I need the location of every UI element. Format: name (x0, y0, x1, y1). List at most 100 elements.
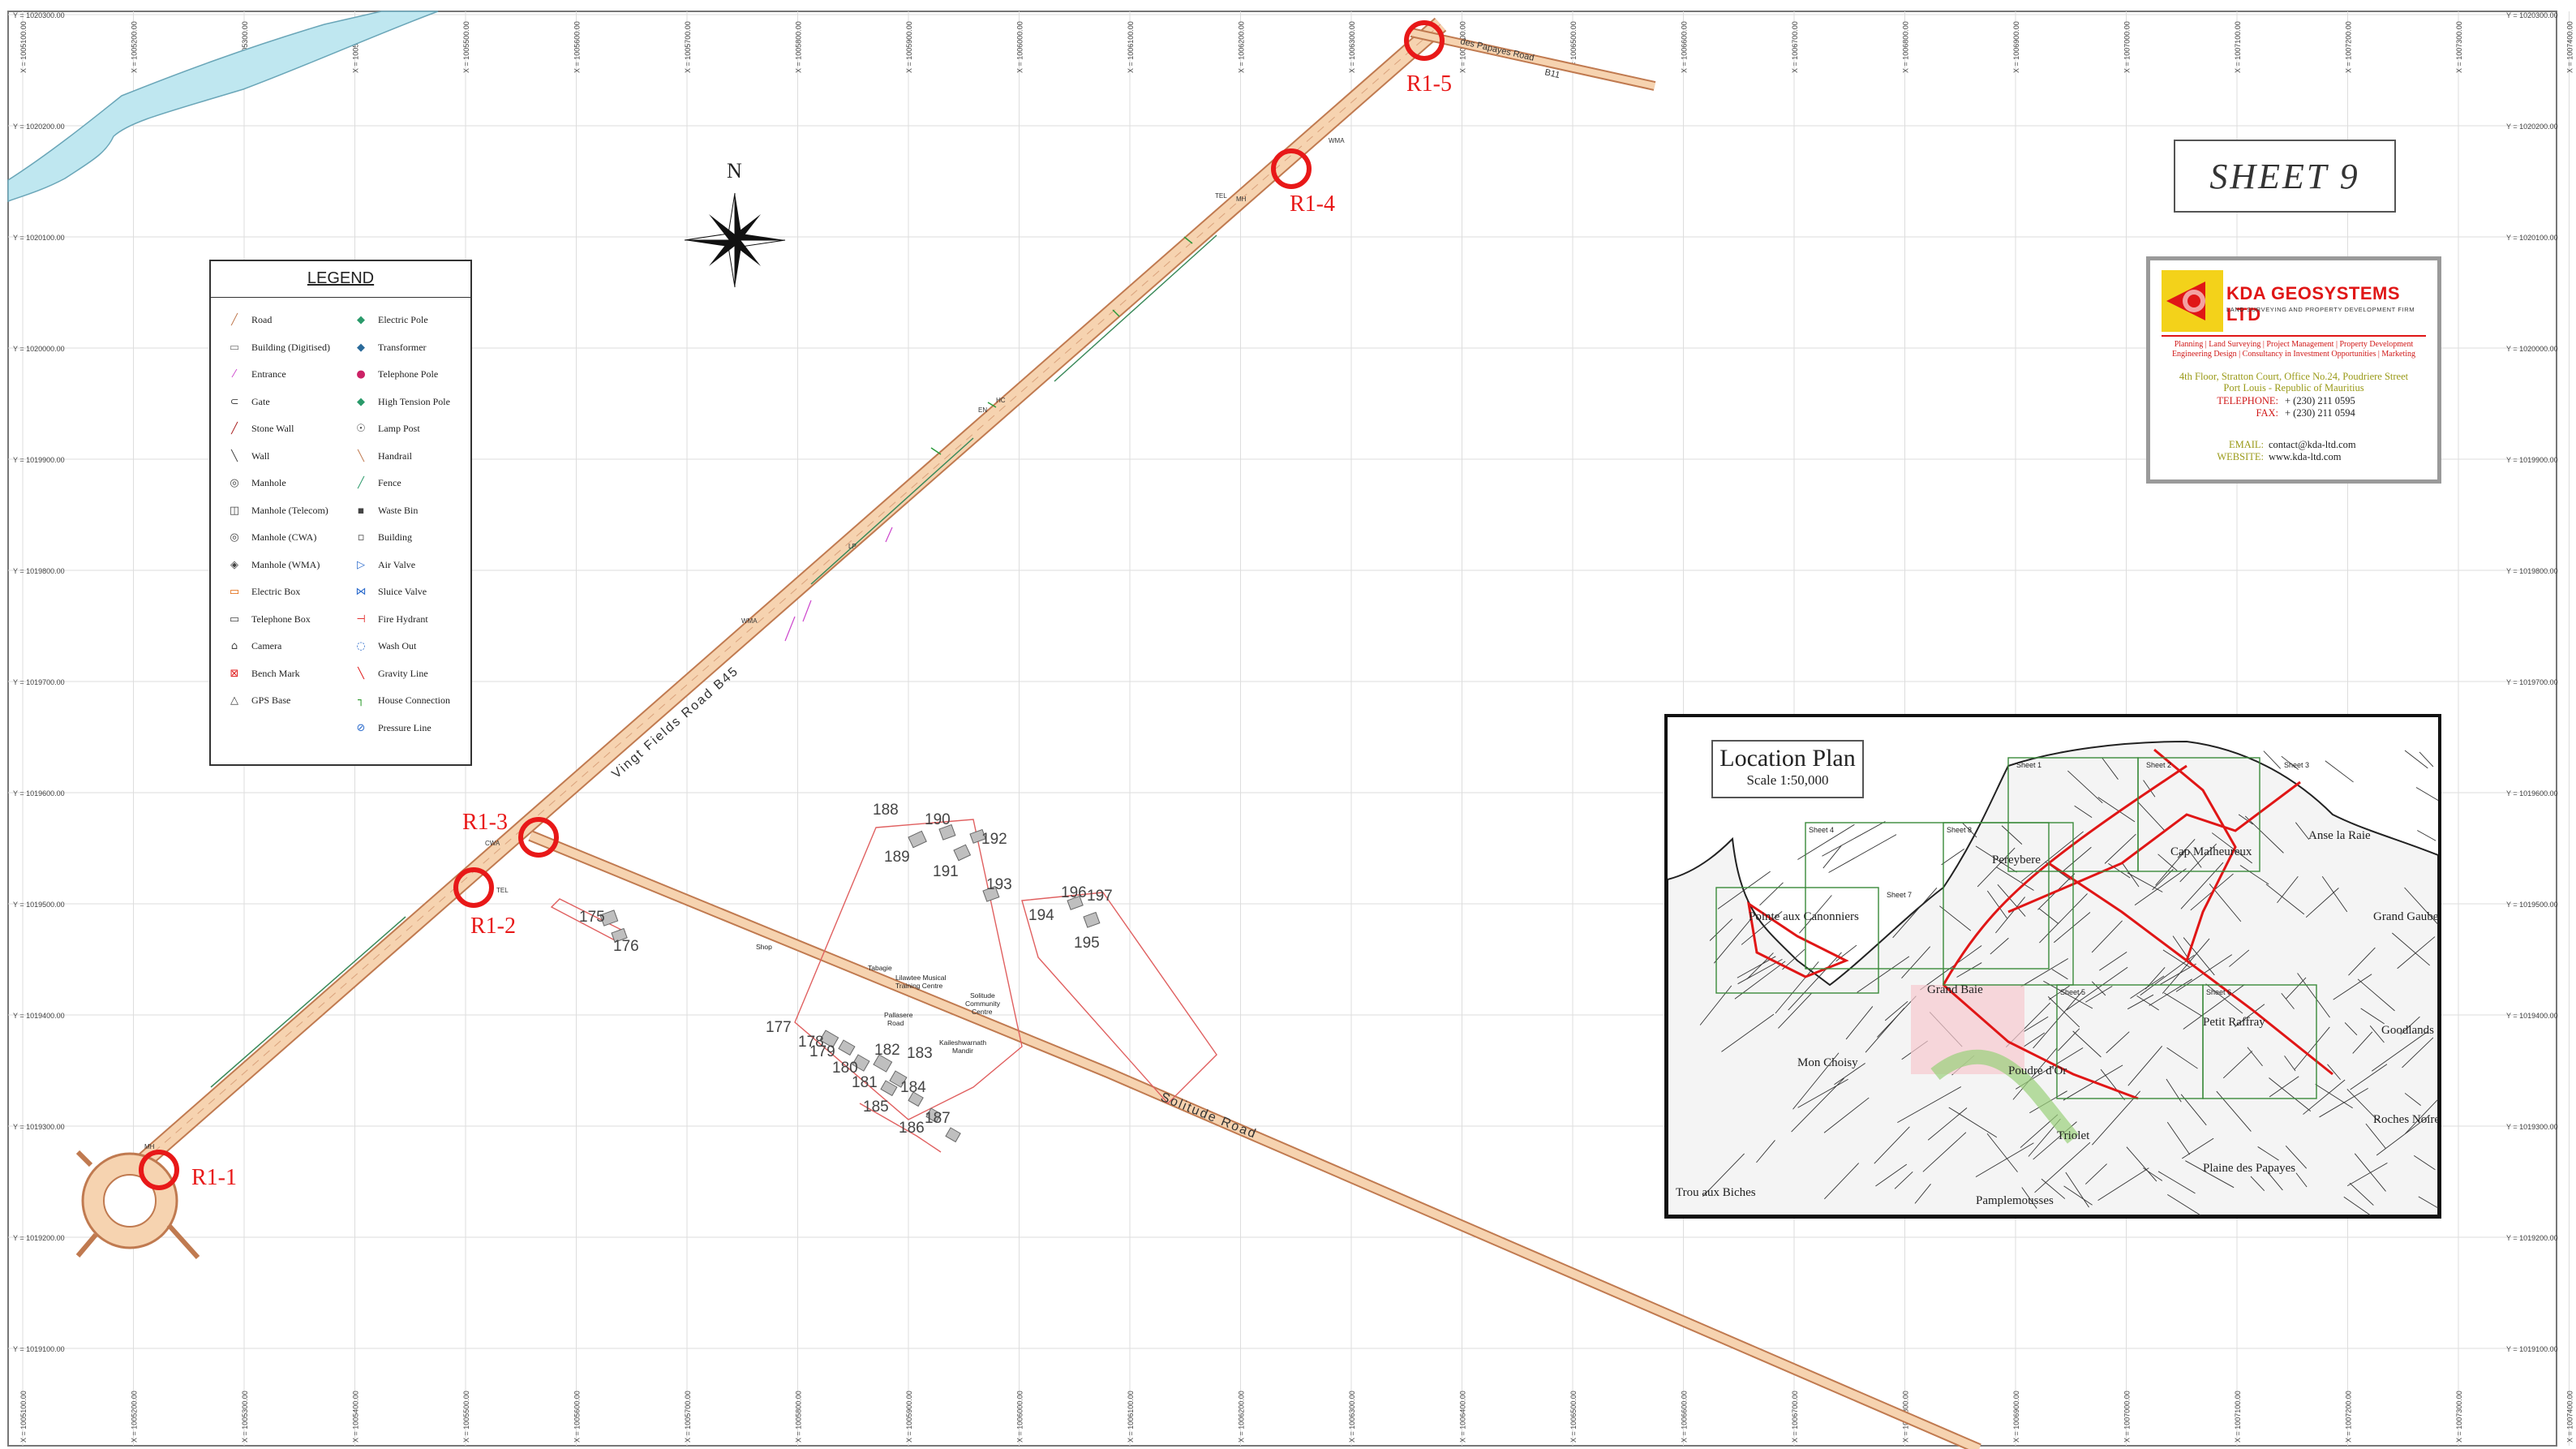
inset-road (2108, 862, 2131, 879)
grid-label-x-top: X = 1007400.00 (2566, 21, 2574, 73)
grid-label-y-left: Y = 1020200.00 (13, 123, 65, 131)
inset-road (1797, 823, 1855, 860)
legend-item-label: Telephone Pole (378, 368, 439, 381)
inset-road (1892, 888, 1938, 939)
feature-tag: WMA (1329, 137, 1345, 144)
kaileshwarnath-label-2: Mandir (952, 1047, 973, 1055)
inset-road (1857, 956, 1910, 993)
inset-road (2371, 1030, 2429, 1072)
papayes-road (1410, 28, 1656, 91)
grid-label-x-bottom: X = 1006600.00 (1681, 1391, 1689, 1443)
legend-title: LEGEND (307, 269, 375, 287)
lilawtee-label-2: Training Centre (895, 982, 943, 990)
gps-base-icon: △ (230, 694, 238, 707)
legend-item-label: High Tension Pole (378, 395, 450, 407)
location-plan-inset: Pointe aux Canonniers Grand Baie Pereybere… (1664, 714, 2441, 1219)
grid-label-y-right: Y = 1019300.00 (2506, 1123, 2558, 1131)
grid-label-x-bottom: X = 1005200.00 (131, 1391, 139, 1443)
legend-item-label: Building (378, 531, 413, 544)
inset-road (1759, 882, 1784, 906)
grid-label-y-right: Y = 1019100.00 (2506, 1345, 2558, 1353)
inset-road (2216, 1090, 2252, 1132)
inset-road (2048, 985, 2070, 1000)
electric-box-icon: ▭ (229, 586, 240, 599)
feature-tags: MH TEL CWA WMA LP EN HC TEL MH WMA (144, 137, 1345, 1150)
feature-tag: CWA (485, 840, 500, 847)
inset-road (1884, 1000, 1908, 1021)
entrance-icon: ⁄ (233, 368, 236, 381)
fence-icon: ╱ (358, 477, 364, 490)
house-connections (930, 236, 1193, 455)
inset-road (2404, 750, 2428, 769)
legend-item: ⊠ Bench Mark (222, 660, 344, 688)
inset-road (2354, 1153, 2386, 1192)
inset-place-label: Petit Raffray (2203, 1016, 2265, 1029)
gate-icon: ⊂ (230, 395, 239, 408)
inset-road (2405, 1099, 2438, 1134)
kaileshwarnath-label-1: Kaileshwarnath (939, 1038, 986, 1047)
inset-road (2033, 991, 2083, 1049)
grid-label-y-right: Y = 1020200.00 (2506, 123, 2558, 131)
services-line-1: Planning | Land Surveying | Project Mana… (2174, 340, 2414, 349)
inset-sheet-tag: Sheet 2 (2146, 761, 2171, 769)
grid-label-y-left: Y = 1019900.00 (13, 456, 65, 464)
inset-place-label: Anse la Raie (2308, 829, 2371, 842)
grid-label-y-right: Y = 1019400.00 (2506, 1012, 2558, 1020)
legend-item: ◎ Manhole (CWA) (222, 524, 344, 552)
building (838, 1039, 856, 1056)
inset-road (1990, 937, 2009, 955)
inset-road (2084, 1163, 2107, 1185)
inset-road (2091, 920, 2123, 953)
inset-road (2157, 853, 2178, 871)
map-frame (7, 11, 2557, 1447)
legend-item: ◎ Manhole (222, 470, 344, 497)
location-plan-title-box: Location Plan Scale 1:50,000 (1711, 740, 1864, 798)
building-icon: ▫ (357, 531, 365, 544)
inset-road (2269, 1077, 2312, 1111)
inset-road (2104, 833, 2136, 864)
legend-left-column: ╱ Road ▭ Building (Digitised) ⁄ Entrance ⊂ Gate… (222, 307, 344, 715)
grid-label-y-right: Y = 1019700.00 (2506, 678, 2558, 686)
legend-item-label: Handrail (378, 449, 412, 462)
feature-tag: HC (996, 397, 1006, 404)
parcel-number: 175 (579, 909, 605, 926)
inset-road (2143, 780, 2156, 798)
grid-label-x-top: X = 1007200.00 (2345, 21, 2353, 73)
inset-road (2281, 755, 2299, 770)
legend-item-label: Transformer (378, 341, 427, 353)
inset-road (2047, 996, 2080, 1028)
inset-road (2162, 938, 2210, 994)
inset-road (2400, 1016, 2420, 1035)
grid-label-y-left: Y = 1019200.00 (13, 1234, 65, 1242)
parcel-number: 176 (613, 938, 639, 955)
inset-road (1865, 1008, 1905, 1053)
inset-road (1986, 890, 2007, 918)
pallasere-label-1: Pallasere (884, 1011, 913, 1019)
legend-item-label: Fire Hydrant (378, 613, 428, 625)
inset-road (2023, 1032, 2046, 1047)
inset-sheet-grid (1715, 757, 2317, 1099)
solitude-cc-label-3: Centre (972, 1008, 993, 1016)
legend-item: ▭ Electric Box (222, 578, 344, 606)
inset-road (2166, 1047, 2198, 1069)
inset-place-label: Pereybere (1992, 853, 2041, 866)
grid-label-y-right: Y = 1019200.00 (2506, 1234, 2558, 1242)
camera-icon: ⌂ (230, 640, 238, 653)
feature-tag: MH (144, 1143, 155, 1150)
inset-road (1823, 1097, 1870, 1133)
address-line-2: Port Louis - Republic of Mauritius (2223, 382, 2364, 393)
legend-item-label: GPS Base (251, 694, 291, 707)
inset-road (2392, 932, 2430, 966)
parcel-number: 181 (852, 1074, 878, 1091)
inset-road (2155, 849, 2187, 886)
inset-road (2269, 1076, 2299, 1098)
telephone-pole-icon: ● (356, 368, 366, 381)
grid-label-x-bottom: X = 1005500.00 (462, 1391, 470, 1443)
legend-item: ☉ Lamp Post (349, 415, 467, 443)
inset-road (2327, 1064, 2341, 1081)
legend-item: ◆ Electric Pole (349, 307, 467, 334)
legend-item: ⌂ Camera (222, 633, 344, 660)
house-connection-icon: ┐ (358, 694, 364, 707)
inset-road (2149, 978, 2192, 1006)
inset-road (1874, 1126, 1910, 1164)
